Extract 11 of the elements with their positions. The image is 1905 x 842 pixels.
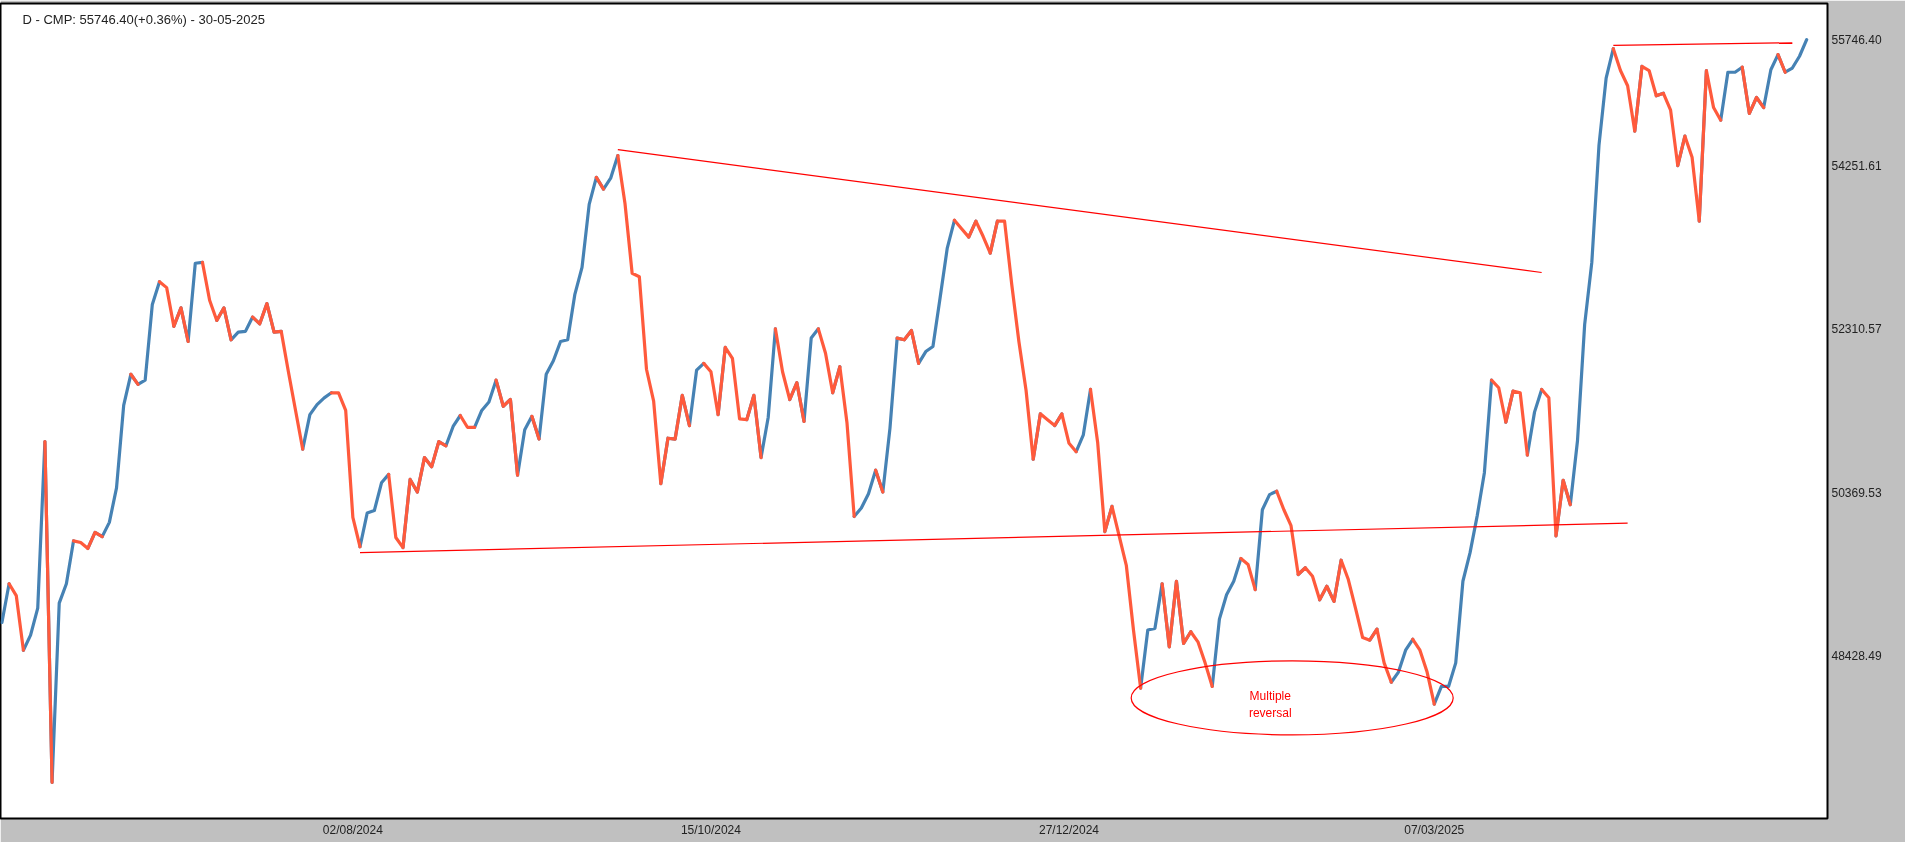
x-tick-label: 02/08/2024 <box>322 822 384 837</box>
y-tick-label: 50369.53 <box>1831 485 1882 500</box>
x-tick-label: 07/03/2025 <box>1404 822 1465 837</box>
y-tick-label: 54251.61 <box>1831 158 1882 173</box>
annotation: Multiple reversal <box>1248 689 1292 720</box>
y-tick-label: 55746.40 <box>1831 33 1882 48</box>
x-tick-label: 15/10/2024 <box>680 822 742 837</box>
x-tick-label: 27/12/2024 <box>1038 822 1100 837</box>
y-tick-label: 48428.49 <box>1831 648 1882 663</box>
text: D - CMP: 55746.40(+0.36%) - 30-05-2025 <box>22 11 265 27</box>
y-tick-label: 52310.57 <box>1831 322 1882 337</box>
